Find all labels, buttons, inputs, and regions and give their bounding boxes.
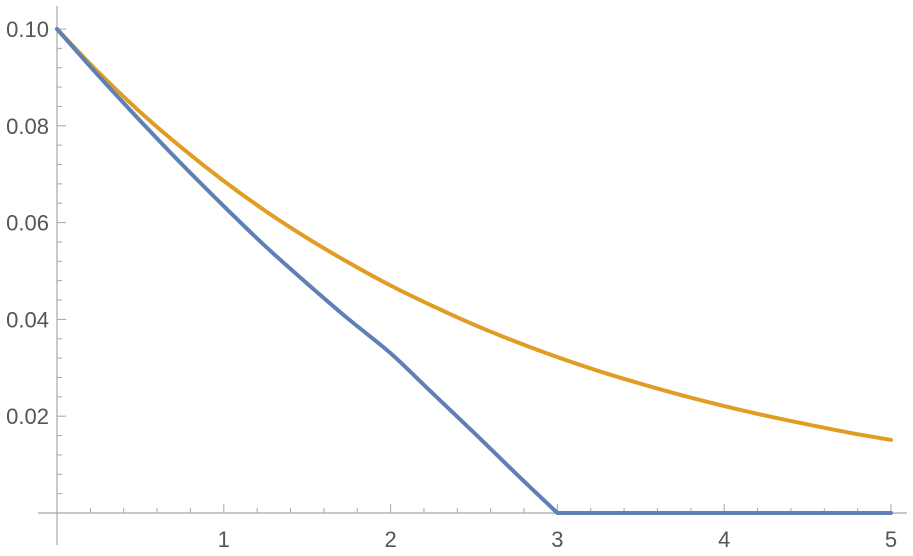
- y-tick-label: 0.06: [6, 211, 49, 236]
- tick-labels: 1 2 3 4 5 0.02 0.04 0.06 0.08 0.10: [6, 17, 897, 552]
- x-tick-label: 1: [218, 527, 230, 552]
- series-line-1: [55, 27, 893, 515]
- series-line-2: [55, 27, 893, 442]
- x-tick-label: 4: [718, 527, 730, 552]
- series-layer: [55, 27, 893, 515]
- y-tick-label: 0.08: [6, 114, 49, 139]
- ticks-layer: [57, 28, 892, 513]
- y-tick-label: 0.10: [6, 17, 49, 42]
- x-tick-label: 5: [885, 527, 897, 552]
- y-tick-label: 0.02: [6, 404, 49, 429]
- x-tick-label: 2: [384, 527, 396, 552]
- x-tick-label: 3: [551, 527, 563, 552]
- y-tick-label: 0.04: [6, 307, 49, 332]
